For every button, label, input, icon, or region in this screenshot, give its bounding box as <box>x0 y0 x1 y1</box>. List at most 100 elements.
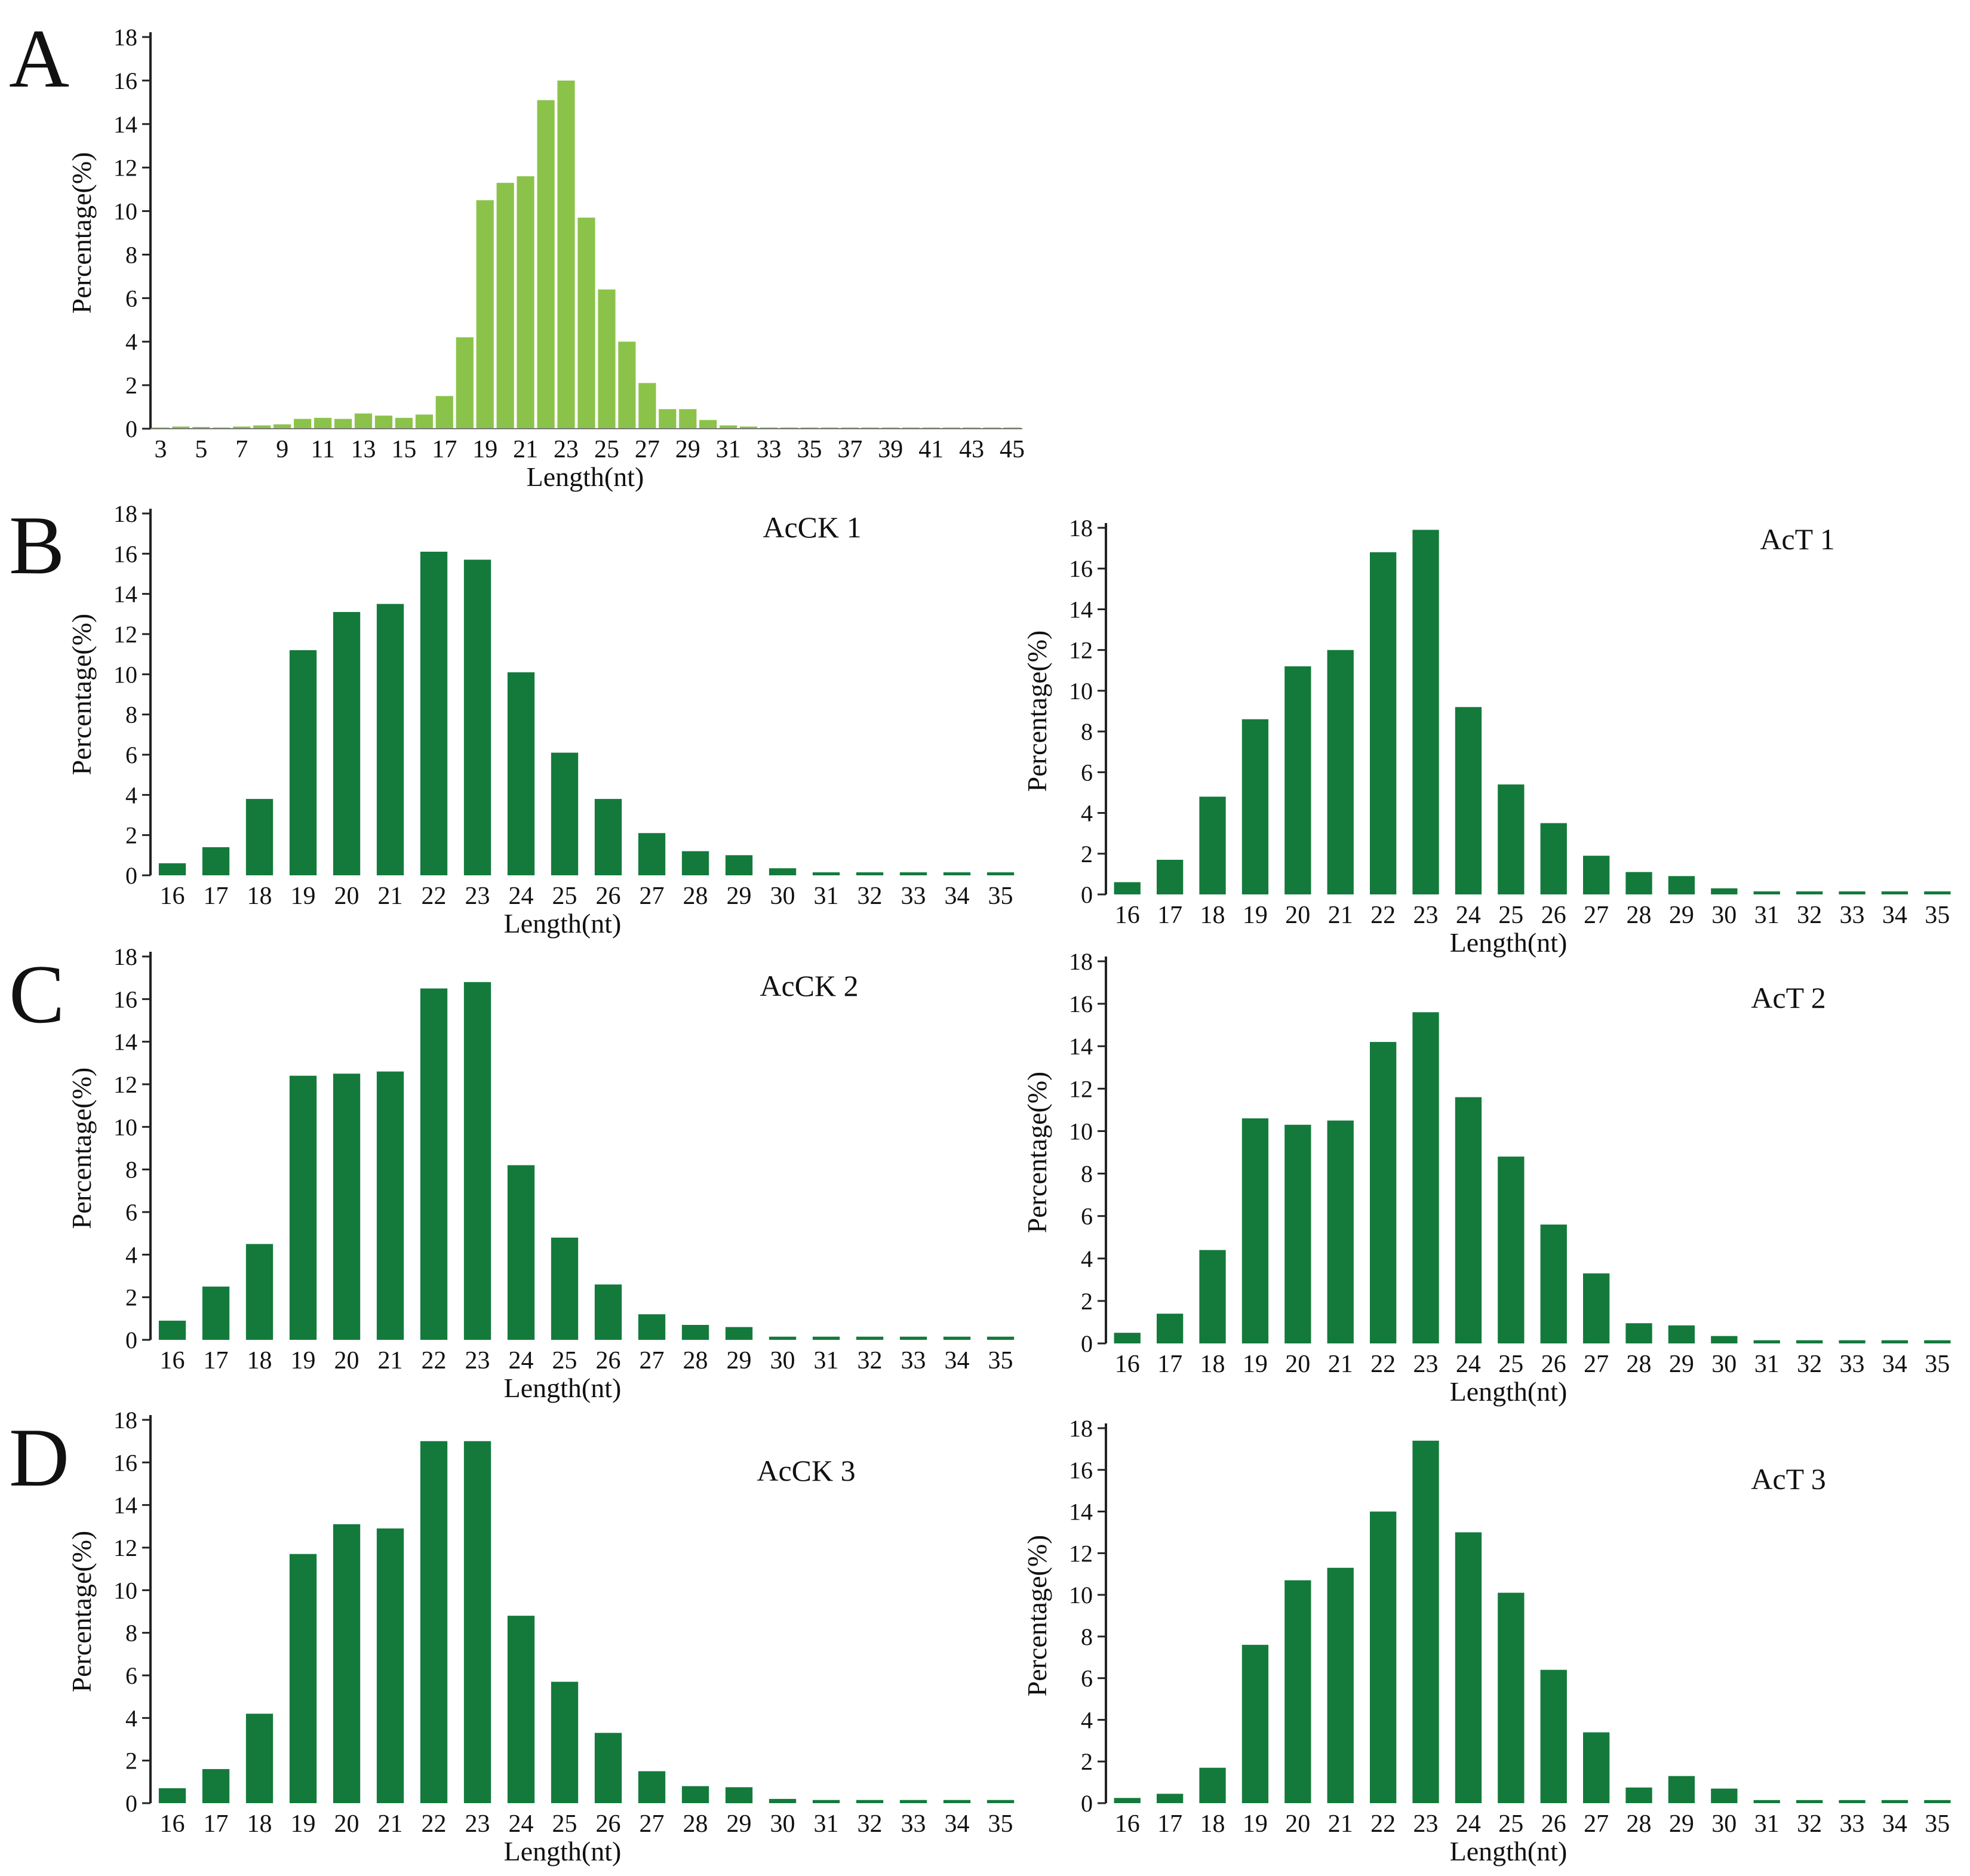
x-tick-label: 21 <box>1328 1351 1353 1378</box>
x-tick-label: 28 <box>1627 1810 1652 1838</box>
bar-32 <box>1796 1340 1823 1343</box>
y-tick-label: 18 <box>113 24 137 51</box>
bar-23 <box>1412 1440 1439 1803</box>
y-axis-label: Percentage(%) <box>1022 1535 1052 1697</box>
x-tick-label: 26 <box>1541 1810 1566 1838</box>
bar-18 <box>245 799 273 875</box>
bar-30 <box>769 1798 797 1803</box>
bar-32 <box>856 1800 884 1803</box>
y-tick-label: 8 <box>1081 1161 1093 1188</box>
bar-11 <box>314 417 332 429</box>
x-tick-label: 17 <box>204 1810 229 1838</box>
y-tick-label: 10 <box>1069 1118 1093 1145</box>
y-tick-label: 2 <box>125 822 137 849</box>
bar-16 <box>158 863 186 875</box>
x-tick-label: 26 <box>596 882 621 910</box>
bar-19 <box>1241 1118 1269 1343</box>
bar-26 <box>594 1733 622 1803</box>
y-tick-label: 4 <box>1081 1706 1093 1733</box>
x-tick-label: 19 <box>1243 1351 1268 1378</box>
bar-29 <box>1668 1325 1695 1343</box>
bar-29 <box>679 409 697 429</box>
y-tick-label: 2 <box>1081 1288 1093 1315</box>
y-tick-label: 6 <box>1081 1665 1093 1692</box>
bar-27 <box>1583 1732 1610 1803</box>
bar-28 <box>1625 872 1652 894</box>
bar-7 <box>233 426 251 429</box>
bar-27 <box>638 1771 666 1803</box>
bar-30 <box>699 420 717 429</box>
x-tick-label: 25 <box>1498 1351 1523 1378</box>
x-tick-label: 35 <box>1925 1351 1950 1378</box>
bar-28 <box>681 1786 709 1803</box>
y-tick-label: 8 <box>125 702 137 728</box>
y-tick-label: 0 <box>1081 1330 1093 1357</box>
bar-28 <box>681 851 709 875</box>
panel-letter-d: D <box>9 1411 69 1504</box>
bar-30 <box>769 1336 797 1340</box>
y-tick-label: 2 <box>125 1748 137 1774</box>
x-tick-label: 33 <box>1840 902 1865 929</box>
bar-31 <box>812 1336 840 1340</box>
bar-17 <box>202 1769 230 1803</box>
x-tick-label: 27 <box>1584 1351 1609 1378</box>
bar-21 <box>376 604 404 875</box>
y-tick-label: 2 <box>125 1284 137 1311</box>
bar-4 <box>172 426 190 429</box>
y-tick-label: 4 <box>125 1241 137 1268</box>
x-tick-label: 27 <box>1584 1810 1609 1838</box>
x-tick-label: 24 <box>1456 902 1481 929</box>
x-tick-label: 18 <box>247 1810 272 1838</box>
y-tick-label: 6 <box>125 285 137 312</box>
x-tick-label: 20 <box>334 1347 359 1374</box>
y-tick-label: 8 <box>125 1157 137 1183</box>
x-tick-label: 34 <box>945 882 970 910</box>
bar-16 <box>415 414 433 429</box>
bar-29 <box>1668 876 1695 894</box>
bar-20 <box>333 1074 361 1340</box>
x-tick-label: 24 <box>509 1810 534 1838</box>
bar-27 <box>1583 1273 1610 1343</box>
sample-label: AcT 1 <box>1760 522 1834 556</box>
x-tick-label: 11 <box>311 436 334 463</box>
bar-19 <box>476 200 494 429</box>
y-tick-label: 18 <box>1069 515 1093 542</box>
bar-13 <box>354 413 373 429</box>
bar-34 <box>1881 1800 1908 1803</box>
x-tick-label: 23 <box>1413 902 1439 929</box>
y-tick-label: 12 <box>113 1534 137 1561</box>
x-tick-label: 29 <box>1669 902 1694 929</box>
y-tick-label: 18 <box>113 500 137 527</box>
x-tick-label: 30 <box>770 1347 795 1374</box>
sample-label: AcT 2 <box>1751 981 1825 1014</box>
x-tick-label: 33 <box>1840 1351 1865 1378</box>
y-tick-label: 14 <box>1069 1033 1093 1060</box>
x-tick-label: 30 <box>1711 1810 1737 1838</box>
bar-21 <box>517 176 534 429</box>
y-tick-label: 2 <box>1081 841 1093 868</box>
x-tick-label: 30 <box>1711 1351 1737 1378</box>
x-tick-label: 29 <box>1669 1810 1694 1838</box>
bar-24 <box>507 1616 535 1803</box>
bar-25 <box>551 752 579 875</box>
bar-34 <box>1881 891 1908 894</box>
x-tick-label: 28 <box>683 882 708 910</box>
x-tick-label: 34 <box>1882 1810 1907 1838</box>
x-tick-label: 27 <box>1584 902 1609 929</box>
y-tick-label: 16 <box>1069 555 1093 582</box>
bar-35 <box>1924 891 1951 894</box>
x-tick-label: 31 <box>814 882 839 910</box>
bar-19 <box>289 1554 317 1803</box>
y-tick-label: 4 <box>1081 800 1093 827</box>
y-tick-label: 16 <box>1069 1457 1093 1484</box>
bar-24 <box>1455 1097 1482 1343</box>
bar-31 <box>812 872 840 875</box>
bar-22 <box>420 988 448 1340</box>
y-tick-label: 14 <box>113 1029 137 1056</box>
x-tick-label: 33 <box>1840 1810 1865 1838</box>
bar-22 <box>1370 1511 1397 1803</box>
bar-35 <box>986 1336 1015 1340</box>
bar-24 <box>1455 1532 1482 1803</box>
